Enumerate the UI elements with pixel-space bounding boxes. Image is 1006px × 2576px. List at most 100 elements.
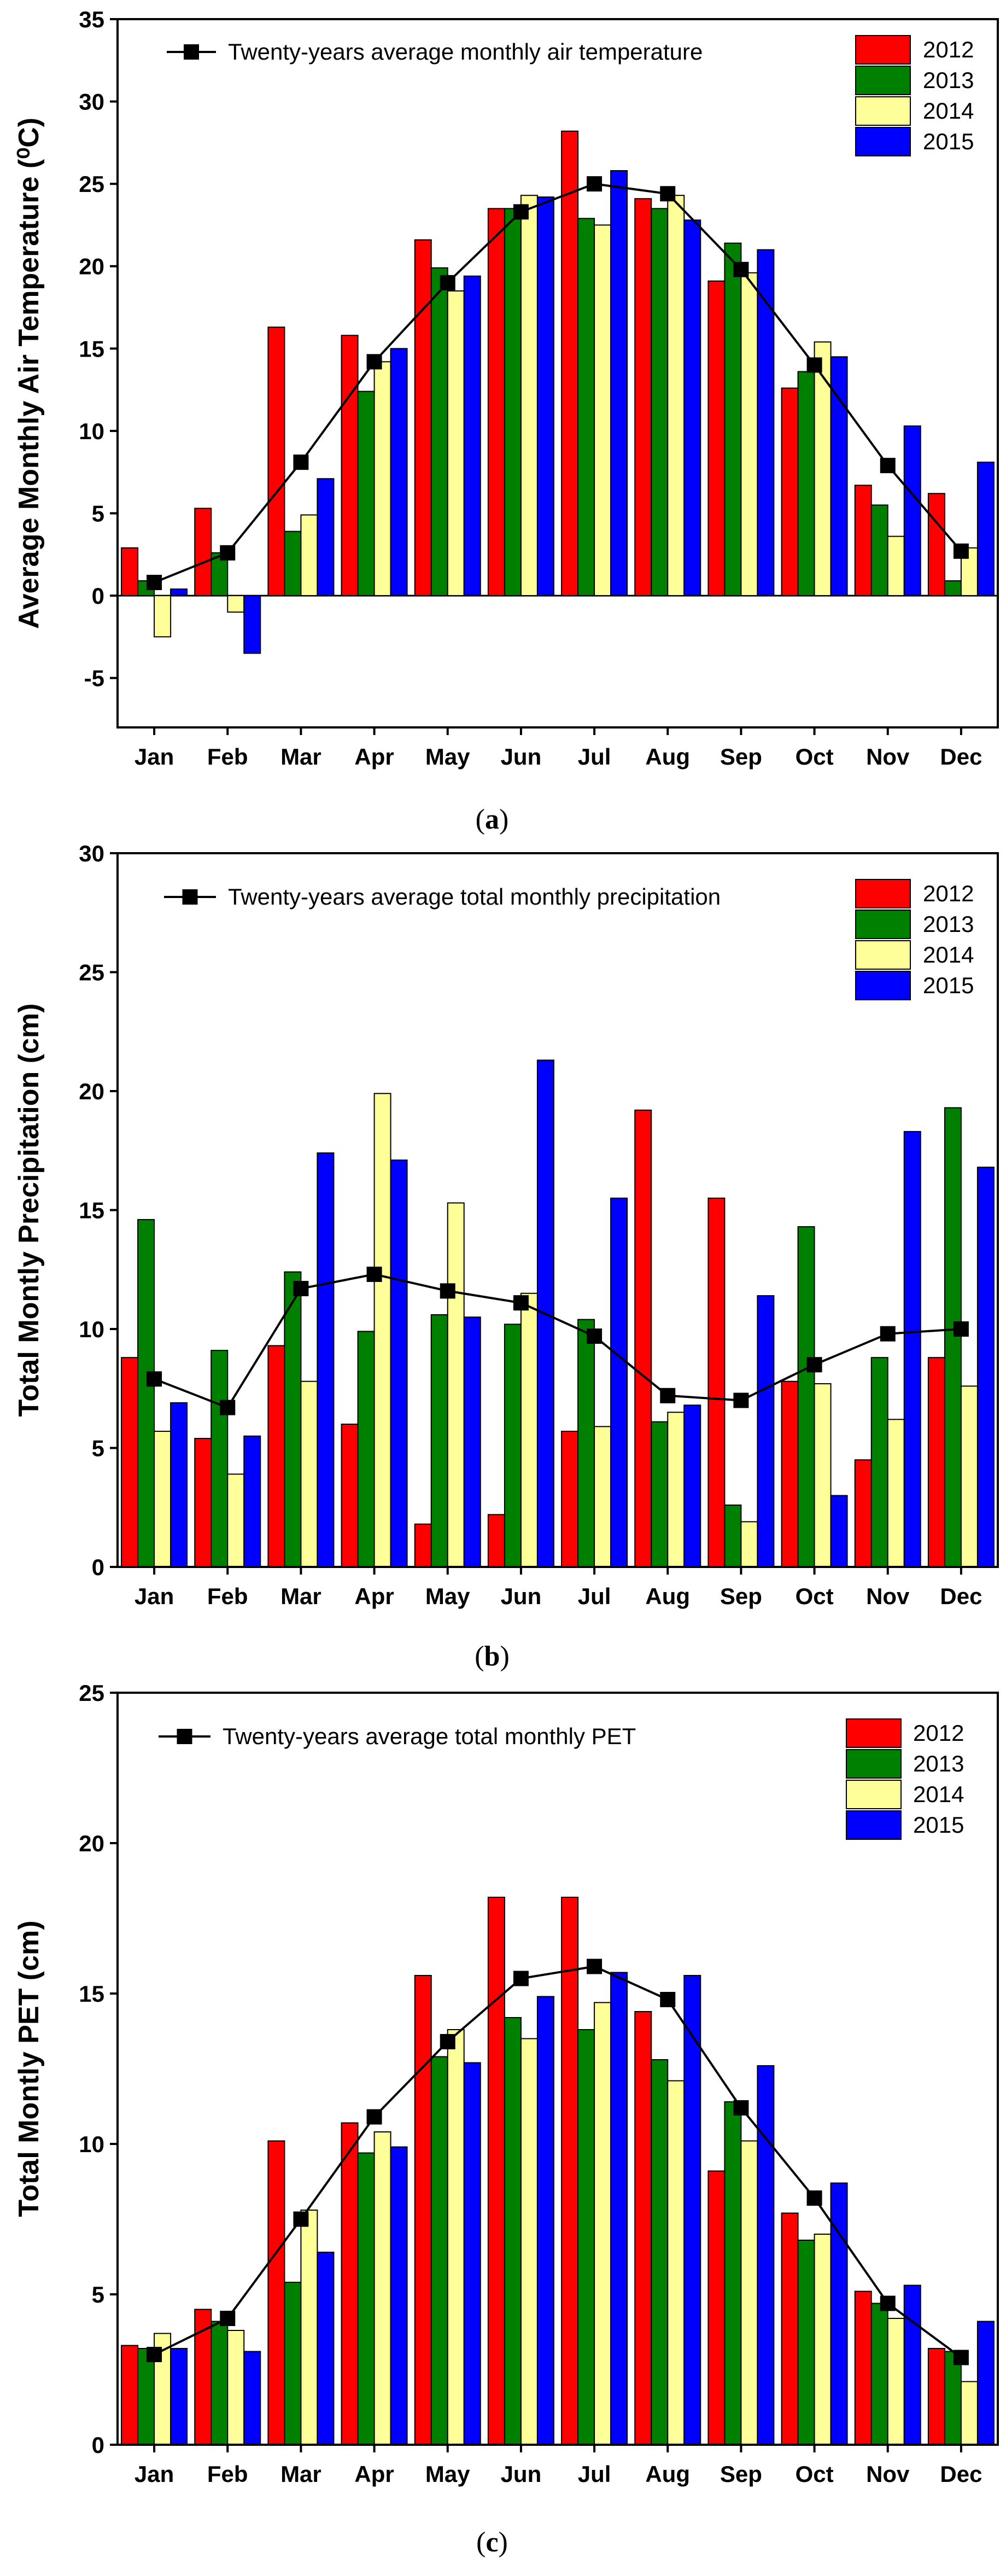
bar-2014-feb — [227, 595, 245, 613]
bar-2013-mar — [284, 2282, 302, 2445]
x-tick-label: Dec — [940, 744, 982, 770]
bar-2015-jan — [170, 2348, 188, 2445]
bar-2015-jun — [536, 1996, 554, 2445]
bar-2015-nov — [903, 2284, 921, 2445]
bar-2014-dec — [960, 1385, 978, 1567]
x-tick-label: Jul — [578, 744, 611, 770]
chart-panel-b: 0 5 10 15 20 25 30 Jan Feb Mar Apr May Jun Jul Aug Sep O… — [13, 841, 999, 1672]
bar-2015-aug — [683, 1975, 701, 2445]
x-tick-label: May — [425, 2461, 470, 2487]
bar-2014-sep — [740, 272, 758, 597]
bar-2013-dec — [944, 2351, 962, 2445]
average-marker-may — [440, 275, 455, 290]
bar-2014-nov — [887, 2318, 905, 2445]
average-marker-oct — [806, 1357, 822, 1373]
x-tick-label: Jan — [134, 744, 174, 770]
x-tick-label: May — [425, 744, 470, 770]
panel-caption: (a) — [476, 804, 509, 835]
series-2012 — [121, 1109, 945, 1568]
bar-2013-apr — [357, 1331, 375, 1568]
bar-2012-jan — [121, 1357, 139, 1567]
average-marker-mar — [293, 1281, 309, 1297]
legend-label-2013: 2013 — [923, 67, 974, 93]
average-marker-dec — [953, 2350, 969, 2365]
y-tick-label: 10 — [79, 2131, 104, 2157]
bar-2014-aug — [667, 195, 685, 597]
bar-2014-aug — [667, 2080, 685, 2445]
bar-2012-aug — [634, 2011, 652, 2445]
bar-2013-nov — [870, 2303, 888, 2445]
legend-label-2014: 2014 — [923, 942, 974, 968]
bar-2012-feb — [194, 2309, 212, 2445]
bar-2015-feb — [243, 1435, 261, 1567]
x-tick-label: Mar — [280, 744, 321, 770]
average-marker-jan — [147, 1371, 162, 1387]
bar-2015-jan — [170, 1402, 188, 1568]
legend-swatch-2014 — [846, 1780, 902, 1809]
bar-2015-mar — [317, 478, 335, 597]
bar-2014-nov — [887, 1419, 905, 1568]
bar-2013-sep — [724, 1504, 742, 1567]
bar-2014-jan — [154, 1431, 172, 1568]
bar-2012-apr — [341, 2122, 359, 2445]
bar-2013-oct — [797, 1226, 815, 1567]
average-line — [154, 1965, 962, 2359]
y-tick-label: 10 — [79, 418, 104, 444]
bar-2013-jul — [577, 2029, 595, 2445]
bar-2013-oct — [797, 371, 815, 597]
bar-2015-oct — [830, 1495, 848, 1567]
bar-2012-jul — [561, 130, 579, 597]
bar-2014-nov — [887, 535, 905, 597]
bar-2014-feb — [227, 1473, 245, 1568]
x-tick-label: Feb — [207, 2461, 248, 2487]
average-marker-oct — [806, 357, 822, 373]
bar-2014-apr — [373, 361, 391, 597]
x-tick-label: Nov — [866, 1583, 910, 1609]
bar-2014-mar — [300, 1380, 318, 1567]
bar-2014-may — [447, 2029, 465, 2445]
x-tick-label: Jul — [578, 1583, 611, 1609]
x-tick-label: May — [425, 1583, 470, 1609]
chart-panel-a: -5 0 5 10 15 20 25 30 35 Jan Feb Mar Apr May Jun Jul Aug… — [13, 7, 999, 835]
bar-2014-jul — [594, 1426, 612, 1568]
legend-label-2012: 2012 — [923, 37, 974, 62]
legend-swatch-2012 — [855, 35, 911, 65]
legend-label-2013: 2013 — [923, 911, 974, 937]
bar-2015-may — [463, 2062, 481, 2445]
bar-2014-jun — [520, 1292, 538, 1567]
x-tick-label: Aug — [645, 2461, 690, 2487]
bar-2015-sep — [757, 1295, 775, 1568]
average-line — [154, 1273, 962, 1409]
bar-2015-mar — [317, 2252, 335, 2445]
legend-label-2012: 2012 — [913, 1720, 964, 1746]
legend-label-2014: 2014 — [913, 1781, 964, 1807]
bar-2013-jun — [504, 2017, 522, 2445]
bar-2012-dec — [927, 493, 945, 597]
y-tick-label: 30 — [79, 841, 104, 866]
bar-2015-apr — [390, 2146, 408, 2445]
x-tick-label: Dec — [940, 2461, 982, 2487]
bar-2015-apr — [390, 1159, 408, 1567]
average-marker-sep — [733, 2100, 749, 2115]
bar-2012-oct — [781, 2212, 799, 2445]
bar-2015-jul — [610, 170, 628, 597]
bar-2015-apr — [390, 348, 408, 597]
legend-average-label: Twenty-years average total monthly preci… — [228, 884, 721, 910]
bar-2015-feb — [243, 2351, 261, 2445]
bar-2013-apr — [357, 391, 375, 597]
bar-2015-jul — [610, 1197, 628, 1567]
bar-2014-may — [447, 1202, 465, 1567]
x-tick-label: Apr — [354, 744, 394, 770]
bar-2012-jul — [561, 1431, 579, 1568]
bar-2015-feb — [243, 595, 261, 654]
series-2012 — [121, 1897, 945, 2445]
bar-2013-aug — [651, 1421, 669, 1567]
average-marker-aug — [660, 1992, 676, 2007]
bar-2012-jun — [487, 208, 505, 597]
bar-2014-dec — [960, 2381, 978, 2445]
x-tick-label: Mar — [280, 1583, 321, 1609]
legend-swatch-2015 — [855, 971, 911, 1000]
bar-2012-may — [414, 1975, 432, 2445]
bar-2014-jun — [520, 2038, 538, 2445]
